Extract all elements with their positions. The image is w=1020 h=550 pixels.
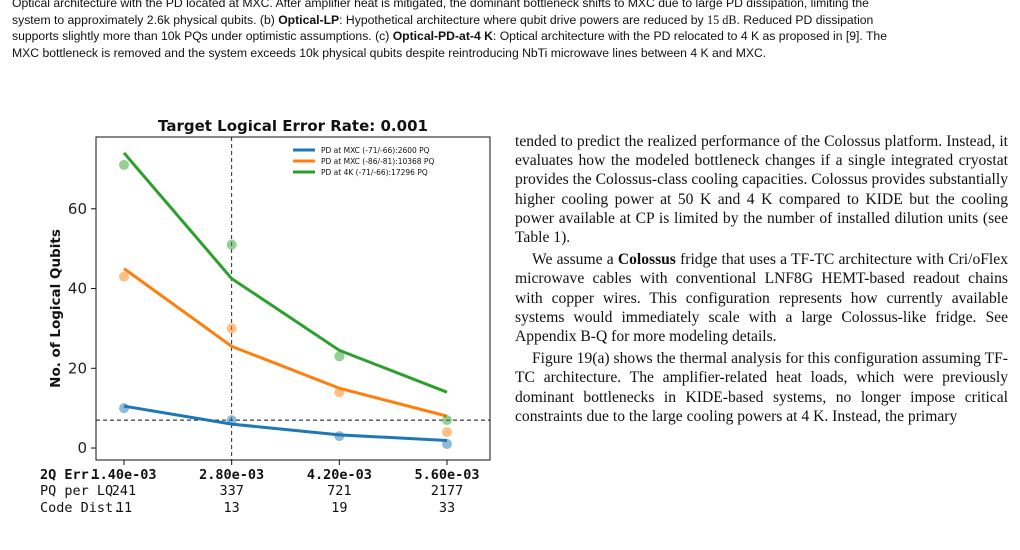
data-point-1 [442, 427, 452, 438]
table-cell: 19 [331, 500, 347, 516]
chart-figure: Target Logical Error Rate: 0.001 0 20 40 60 N… [40, 120, 500, 550]
table-cell: 1.40e-03 [91, 467, 156, 483]
paragraph-2: We assume a Colossus fridge that uses a … [515, 251, 1008, 346]
y-tick-label: 60 [68, 200, 87, 218]
colossus-term: Colossus [617, 251, 676, 269]
series-line-0 [123, 404, 448, 442]
logical-qubits-chart: Target Logical Error Rate: 0.001 0 20 40 60N… [40, 120, 491, 516]
caption-line-2: system to approximately 2.6k physical qu… [12, 12, 874, 27]
caption-line-3: supports slightly more than 10k PQs unde… [12, 29, 887, 43]
paragraph-1: tended to predict the realized performan… [515, 133, 1008, 247]
legend-entry-0: PD at MXC (-71/-66):2600 PQ [321, 146, 430, 155]
table-cell: 5.60e-03 [414, 467, 479, 483]
data-point-1 [334, 387, 345, 398]
caption-term-optical-lp: Optical-LP [278, 12, 340, 27]
data-point-1 [119, 271, 129, 282]
data-point-0 [119, 403, 129, 414]
data-point-2 [119, 159, 129, 170]
caption-line-4: MXC bottleneck is removed and the system… [12, 45, 767, 60]
data-point-0 [334, 431, 345, 442]
table-cell: 11 [116, 500, 132, 516]
figure-caption: Optical architecture with the PD located… [12, 0, 1008, 61]
caption-db-value: 15 dB [707, 12, 737, 27]
body-text-column: tended to predict the realized performan… [515, 132, 1008, 426]
data-point-1 [226, 323, 237, 334]
legend-entry-2: PD at 4K (-71/-66):17296 PQ [321, 168, 428, 177]
data-point-2 [334, 351, 345, 362]
paragraph-3: Figure 19(a) shows the thermal analysis … [515, 350, 1008, 425]
y-axis-label: No. of Logical Qubits [48, 229, 64, 388]
table-cell: 241 [112, 483, 136, 499]
table-row-label: 2Q Err. [40, 467, 97, 483]
table-row-label: Code Dist. [40, 500, 121, 516]
legend-entry-1: PD at MXC (-86/-81):10368 PQ [321, 157, 434, 166]
series-line-1 [123, 267, 448, 418]
table-cell: 13 [224, 500, 240, 516]
y-tick-label: 0 [77, 439, 87, 457]
y-tick-label: 40 [68, 280, 87, 298]
y-tick-label: 20 [68, 359, 87, 377]
caption-term-pd-at-4k: Optical-PD-at-4 K [392, 29, 493, 43]
plot-frame [95, 136, 491, 461]
data-point-2 [226, 239, 237, 250]
data-point-0 [442, 439, 452, 450]
table-cell: 2177 [431, 483, 464, 499]
data-point-2 [442, 415, 452, 426]
caption-line-1: Optical architecture with the PD located… [12, 0, 869, 10]
table-cell: 33 [439, 500, 455, 516]
table-cell: 4.20e-03 [307, 467, 372, 483]
table-cell: 337 [219, 483, 243, 499]
series-line-2 [122, 151, 448, 394]
table-row-label: PQ per LQ [40, 483, 113, 499]
data-point-0 [226, 415, 237, 426]
chart-title: Target Logical Error Rate: 0.001 [158, 120, 428, 135]
table-cell: 2.80e-03 [199, 467, 264, 483]
table-cell: 721 [327, 483, 351, 499]
